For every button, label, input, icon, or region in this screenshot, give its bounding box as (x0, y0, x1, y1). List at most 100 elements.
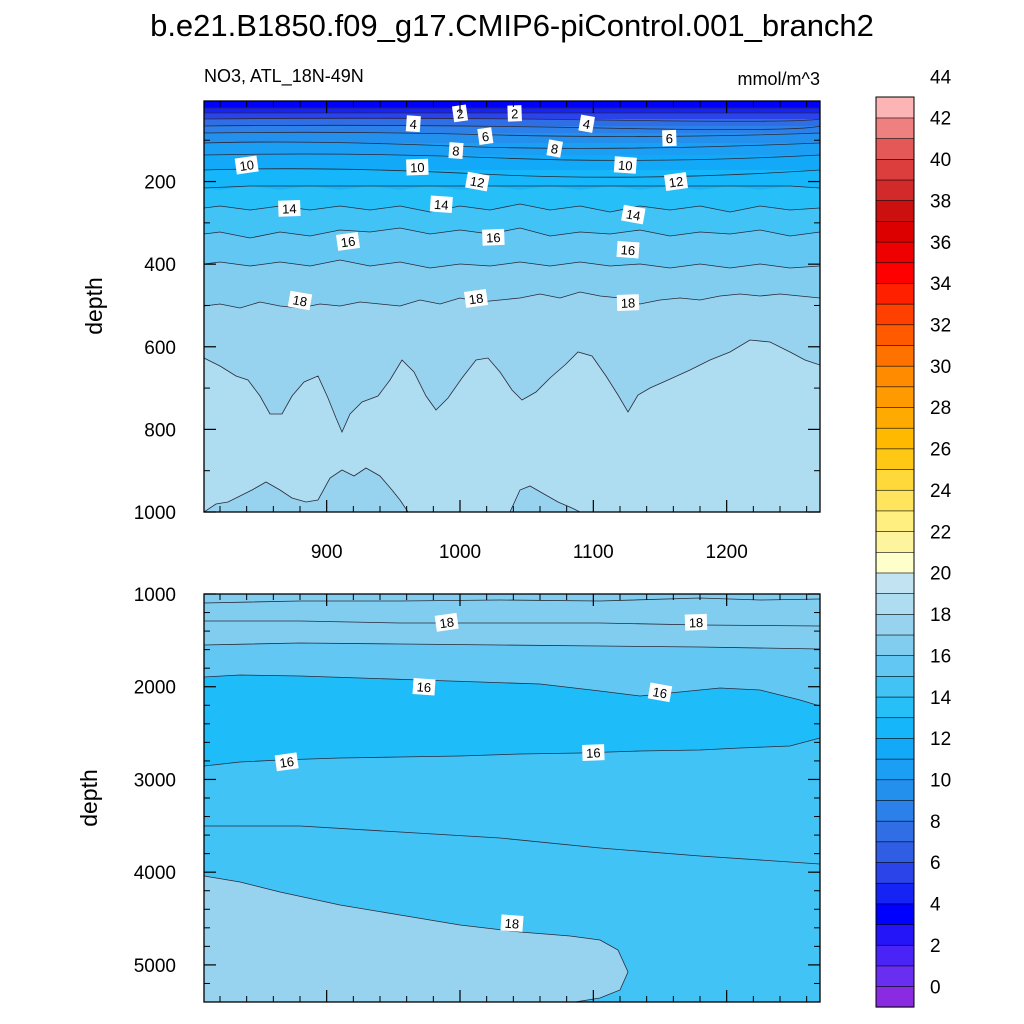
lower-plot-area (204, 594, 820, 1002)
y-tick-label: 400 (144, 255, 176, 276)
contour-label-box (234, 155, 259, 175)
colorbar-label: 28 (930, 398, 951, 419)
contour-label-box (578, 114, 595, 133)
contour-label-box (463, 288, 489, 308)
contour-label-text: 18 (291, 292, 308, 309)
contour-label-text: 16 (486, 230, 501, 245)
colorbar-swatch (875, 758, 915, 781)
upper-frame (203, 100, 821, 513)
colorbar-label: 16 (930, 646, 951, 667)
contour-label-box (335, 231, 361, 251)
contour-label-text: 16 (279, 754, 295, 771)
contour-label-box (582, 744, 605, 761)
contour-label-box (287, 290, 313, 311)
contour-label-box (434, 612, 459, 632)
colorbar-swatch (875, 779, 915, 801)
contour-label-box (274, 752, 299, 772)
contour-label-box (405, 115, 421, 133)
contour-label: 18 (434, 612, 459, 632)
contour-label-text: 12 (668, 174, 684, 191)
contour-label-box (500, 914, 524, 932)
colorbar-swatch (875, 944, 915, 967)
contour-label-text: 10 (239, 157, 255, 174)
contour-label: 4 (405, 115, 421, 133)
contour-label-text: 18 (689, 615, 704, 630)
colorbar-swatch (875, 655, 915, 677)
colorbar-swatch (875, 117, 915, 139)
colorbar-swatch (875, 965, 915, 987)
y-tick-label: 200 (144, 173, 176, 194)
colorbar-swatch (875, 489, 915, 512)
contour-label-box (482, 228, 505, 246)
contour-label: 18 (287, 290, 313, 311)
contour-label: 4 (578, 114, 595, 133)
colorbar-label: 44 (930, 67, 952, 88)
colorbar-swatch (875, 365, 915, 388)
colorbar-label: 18 (930, 605, 951, 626)
contour-label: 10 (613, 156, 637, 174)
colorbar-swatch (875, 303, 915, 326)
contour-label-text: 4 (582, 116, 592, 132)
contour-label-box (647, 682, 673, 703)
contour-label-text: 2 (455, 106, 464, 122)
colorbar-label: 22 (930, 522, 951, 543)
colorbar-label: 34 (930, 274, 952, 295)
colorbar-label: 20 (930, 564, 951, 585)
contour-label: 14 (278, 200, 301, 217)
contour-label: 18 (616, 294, 640, 311)
colorbar-swatch (875, 986, 915, 1008)
contour-label-box (663, 172, 689, 192)
colorbar-label: 4 (930, 895, 941, 916)
colorbar-swatch (875, 799, 915, 822)
contour-label: 2 (451, 104, 469, 123)
contour-label-box (507, 105, 522, 122)
contour-label: 16 (482, 228, 505, 246)
contour-label: 10 (406, 158, 429, 176)
colorbar-swatch (875, 427, 915, 450)
colorbar-swatch (875, 613, 915, 636)
x-tick-label: 1200 (706, 542, 748, 563)
contour-label: 18 (500, 914, 524, 932)
contour-label-text: 16 (586, 745, 601, 760)
colorbar-swatch (875, 882, 915, 905)
upper-subtitle: NO3, ATL_18N-49N (204, 66, 364, 87)
contour-label-box (448, 142, 464, 160)
upper-contour-labels: 2 2 4 4 6 6 8 8 10 10 10 12 12 14 14 14 16 16 16 18 18 18 (234, 104, 689, 311)
colorbar-swatch (875, 324, 915, 346)
contour-label: 16 (412, 677, 436, 696)
contour-label-box (613, 156, 637, 174)
colorbar-swatch (875, 841, 915, 863)
contour-label-text: 16 (651, 684, 668, 701)
y-tick-label: 1000 (134, 585, 176, 606)
contour-label-box (465, 171, 490, 192)
colorbar-swatch (875, 696, 915, 719)
contour-label: 16 (647, 682, 673, 703)
units-label: mmol/m^3 (738, 69, 820, 89)
contour-label-box (429, 195, 453, 214)
colorbar-label: 10 (930, 771, 951, 792)
colorbar-swatch (875, 468, 915, 491)
chart-title: b.e21.B1850.f09_g17.CMIP6-piControl.001_… (150, 8, 874, 43)
colorbar-frame (875, 96, 915, 1008)
y-tick-label: 4000 (134, 863, 176, 884)
contour-label: 6 (662, 129, 677, 147)
colorbar-swatch (875, 510, 915, 532)
upper-y-axis-label: depth (81, 277, 107, 335)
contour-label-text: 18 (468, 291, 484, 308)
contour-label-text: 4 (409, 116, 417, 131)
colorbar-swatch (875, 861, 915, 884)
contour-label-text: 8 (550, 141, 560, 157)
colorbar-swatch (875, 179, 915, 202)
y-tick-label: 800 (144, 420, 176, 441)
lower-contour-lines (204, 597, 820, 1002)
contour-label: 16 (274, 752, 299, 772)
colorbar-swatch (875, 675, 915, 698)
contour-label: 16 (582, 744, 605, 761)
contour-label-text: 12 (469, 173, 486, 190)
contour-label-text: 6 (665, 131, 673, 146)
colorbar-swatch (875, 634, 915, 657)
lower-fill-18-bottom (204, 876, 628, 1002)
colorbar-swatch (875, 903, 915, 925)
contour-label-text: 16 (340, 234, 356, 251)
lower-y-axis-label: depth (76, 769, 102, 827)
